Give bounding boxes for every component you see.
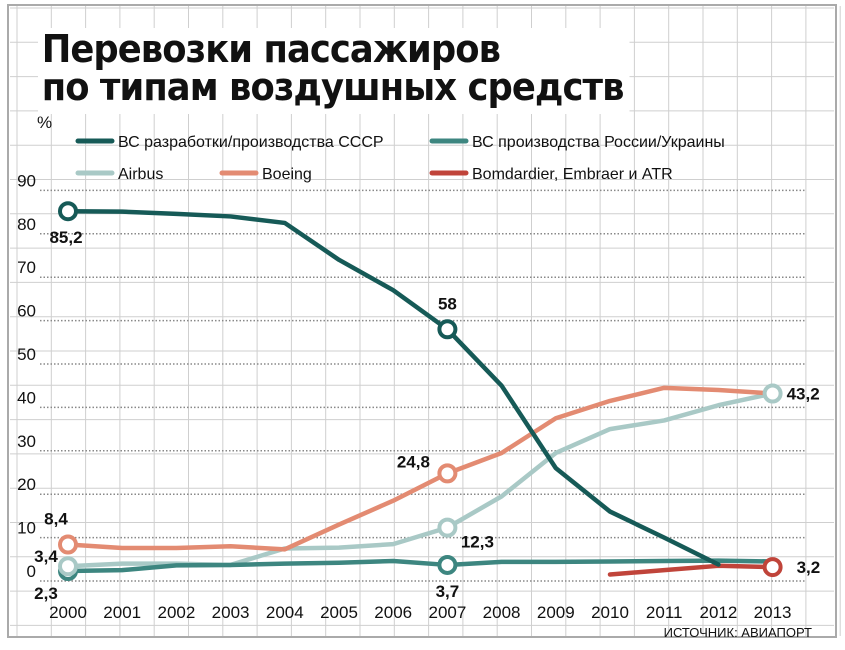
x-tick-label: 2006: [374, 603, 412, 622]
data-point-marker: [437, 554, 458, 575]
y-tick-label: 30: [17, 432, 36, 451]
series-line-1: [65, 558, 775, 574]
y-tick-label: 60: [17, 302, 36, 321]
x-tick-label: 2004: [266, 603, 304, 622]
data-point-marker: [762, 557, 783, 578]
title-line-1: Перевозки пассажиров: [41, 27, 501, 71]
data-label: 8,4: [44, 510, 68, 529]
y-tick-label: 90: [17, 171, 36, 190]
legend-label: Airbus: [118, 166, 163, 183]
y-tick-label: 20: [17, 475, 36, 494]
x-tick-label: 2002: [157, 603, 195, 622]
data-label: 85,2: [49, 228, 82, 247]
x-tick-label: 2005: [320, 603, 358, 622]
x-tick-label: 2013: [754, 603, 792, 622]
legend-label: ВС разработки/производства СССР: [118, 134, 384, 151]
legend-label: Bomdardier, Embraer и ATR: [472, 166, 673, 183]
y-tick-label: 70: [17, 258, 36, 277]
y-tick-label: 0: [27, 562, 36, 581]
data-point-marker: [437, 319, 458, 340]
data-point-marker: [58, 201, 78, 222]
data-point-marker: [437, 463, 458, 484]
series-line-4: [607, 563, 775, 577]
data-label: 3,2: [797, 558, 821, 577]
x-tick-label: 2000: [49, 603, 87, 622]
x-tick-label: 2009: [537, 603, 575, 622]
x-tick-label: 2011: [646, 603, 683, 622]
data-label: 43,2: [787, 385, 820, 404]
data-label: 3,7: [436, 582, 460, 601]
data-label: 3,4: [34, 547, 58, 566]
data-point-marker: [58, 534, 78, 555]
data-label: 2,3: [34, 584, 58, 603]
data-label: 24,8: [397, 452, 430, 471]
source-note: ИСТОЧНИК: АВИАПОРТ: [664, 625, 812, 640]
data-point-marker: [437, 517, 458, 538]
x-tick-label: 2008: [483, 603, 521, 622]
y-tick-label: 40: [17, 388, 36, 407]
x-tick-label: 2012: [699, 603, 737, 622]
x-tick-label: 2001: [103, 603, 141, 622]
y-axis-label: %: [37, 113, 52, 132]
data-point-marker: [58, 556, 78, 577]
frame: [7, 4, 837, 638]
chart-title: Перевозки пассажиров по типам воздушных …: [38, 27, 630, 114]
y-tick-label: 80: [17, 215, 36, 234]
series-line-0: [65, 208, 721, 567]
data-point-marker: [762, 383, 783, 404]
x-tick-label: 2007: [428, 603, 466, 622]
data-label: 12,3: [461, 533, 494, 552]
series-line-3: [65, 385, 775, 552]
x-tick-label: 2010: [591, 603, 629, 622]
x-tick-label: 2003: [212, 603, 250, 622]
y-tick-label: 50: [17, 345, 36, 364]
legend-label: Boeing: [262, 166, 312, 183]
title-line-2: по типам воздушных средств: [41, 65, 625, 109]
data-label: 58: [438, 294, 457, 313]
y-tick-label: 10: [17, 519, 36, 538]
legend-label: ВС производства России/Украины: [472, 134, 725, 151]
